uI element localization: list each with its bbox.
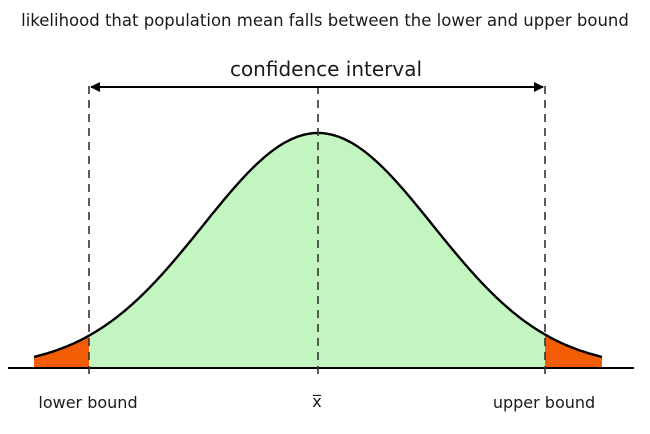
- confidence-interval-region: [89, 133, 545, 368]
- upper-bound-label: upper bound: [493, 393, 595, 412]
- mean-label: x̅: [312, 392, 322, 411]
- caption: likelihood that population mean falls be…: [21, 11, 629, 30]
- interval-label: confidence interval: [230, 57, 422, 81]
- lower-bound-label: lower bound: [38, 393, 137, 412]
